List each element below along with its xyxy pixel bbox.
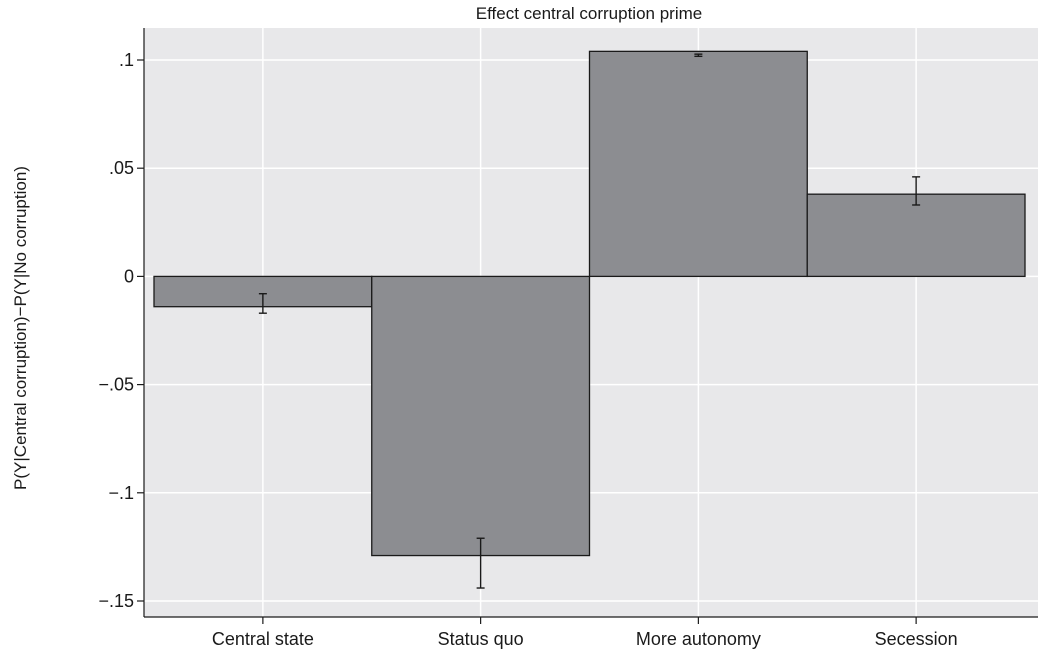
x-tick-label: Secession — [875, 629, 958, 649]
error-bar — [476, 537, 485, 589]
bar — [371, 275, 591, 557]
y-tick-label: −.15 — [98, 591, 134, 611]
chart-title: Effect central corruption prime — [476, 4, 702, 23]
y-tick-label: −.1 — [108, 483, 134, 503]
bar — [588, 50, 808, 278]
bar — [806, 193, 1026, 278]
error-bars — [258, 53, 921, 589]
error-bar — [694, 53, 703, 58]
y-tick-label: .05 — [109, 158, 134, 178]
y-axis-label: P(Y|Central corruption)−P(Y|No corruptio… — [11, 166, 30, 490]
error-bar — [258, 293, 267, 314]
error-bar — [912, 176, 921, 206]
y-tick-label: −.05 — [98, 375, 134, 395]
y-tick-label: .1 — [119, 50, 134, 70]
y-axis: .1 .05 0 −.05 −.1 −.15 — [98, 28, 145, 617]
x-tick-label: More autonomy — [636, 629, 761, 649]
y-tick-label: 0 — [124, 266, 134, 286]
bars — [153, 50, 1026, 557]
x-tick-label: Status quo — [438, 629, 524, 649]
x-tick-label: Central state — [212, 629, 314, 649]
x-axis: Central state Status quo More autonomy Sece… — [144, 616, 1038, 649]
